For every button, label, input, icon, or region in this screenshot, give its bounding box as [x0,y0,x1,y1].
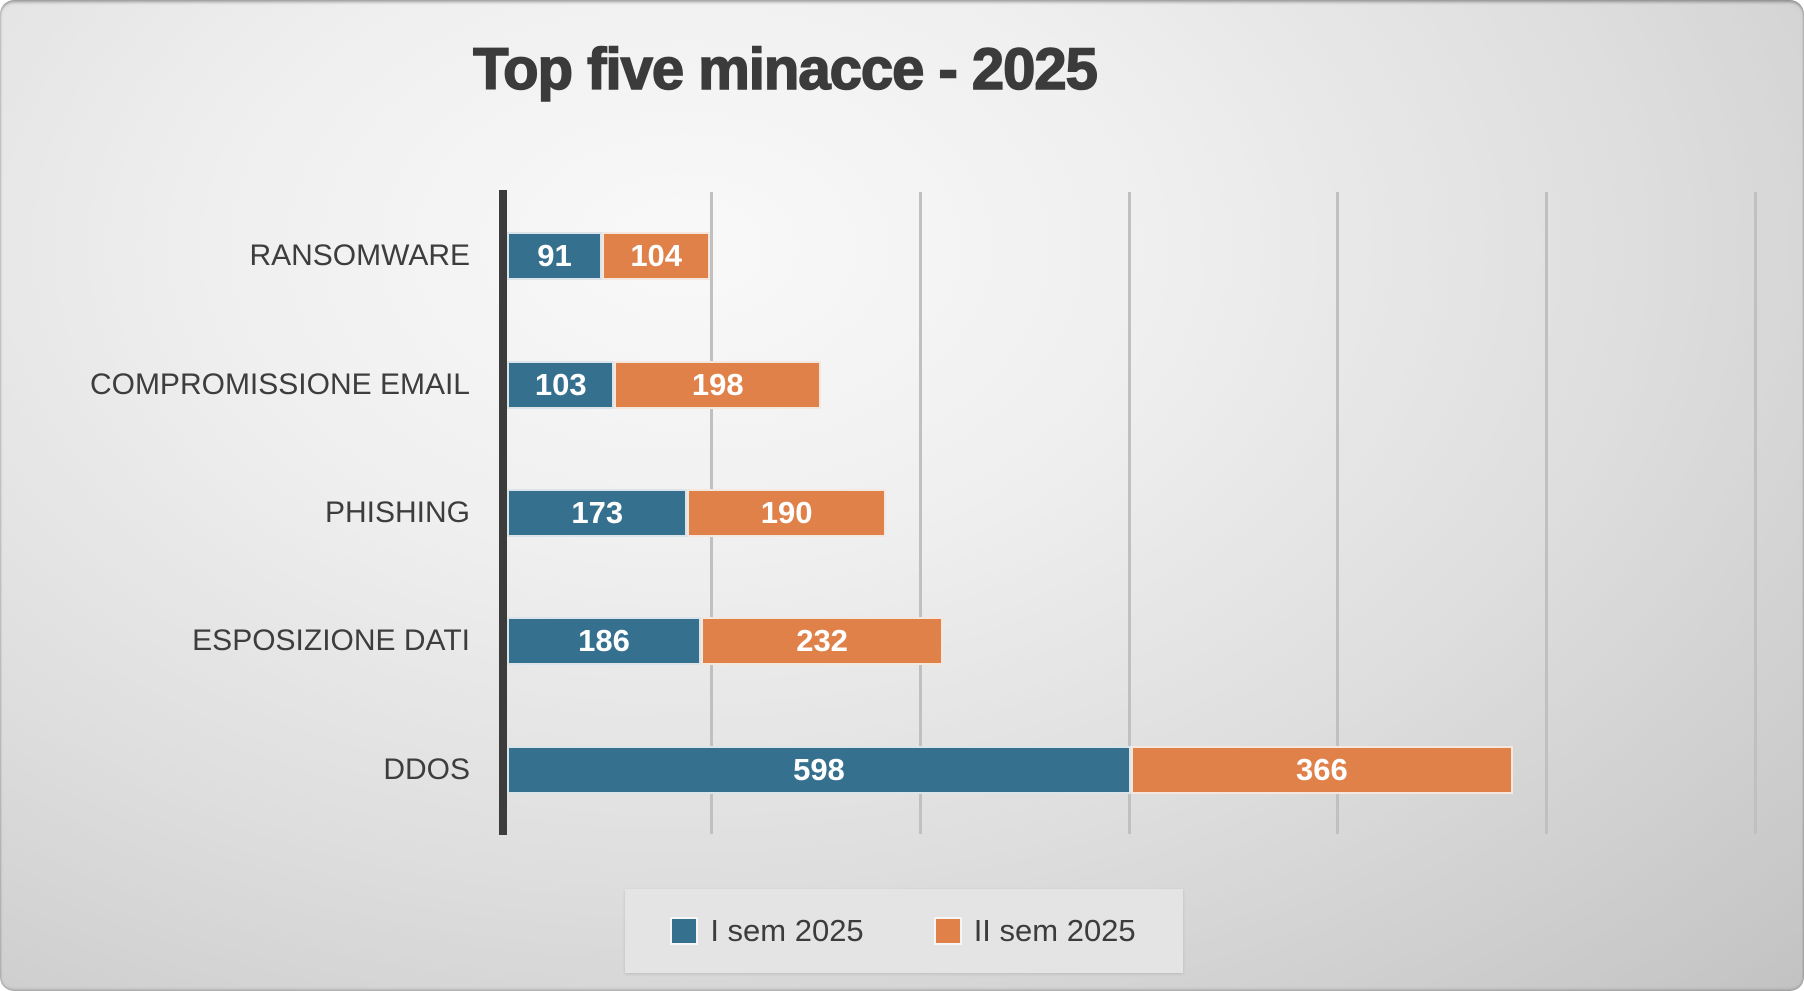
category-label: COMPROMISSIONE EMAIL [89,367,470,401]
bar-row: 173 190 [507,489,886,537]
bar-value-label: 366 [1295,751,1348,787]
category-axis-line [499,190,507,835]
bar-segment-sem1: 598 [507,745,1131,794]
bar-row: 91 104 [507,232,711,281]
bar-segment-sem2: 190 [687,489,886,537]
bar-segment-sem2: 366 [1130,745,1513,794]
bar-segment-sem1: 103 [507,360,615,409]
legend-label-sem1: I sem 2025 [710,913,864,948]
legend: I sem 2025 II sem 2025 [625,889,1183,973]
bar-row: 186 232 [507,617,944,666]
gridline [1544,192,1548,834]
bar-value-label: 198 [691,366,744,402]
bar-segment-sem2: 198 [614,360,822,409]
legend-swatch-sem2-icon [935,919,960,943]
bar-segment-sem2: 232 [701,617,944,666]
legend-item-sem2: II sem 2025 [935,913,1136,949]
bar-value-label: 173 [571,495,624,530]
gridline [918,192,922,834]
bar-value-label: 91 [537,238,572,274]
chart-title: Top five minacce - 2025 [472,36,1098,103]
bar-segment-sem2: 104 [601,232,711,281]
gridline [1127,192,1131,834]
category-label: DDOS [383,752,470,786]
bar-value-label: 190 [760,495,813,530]
category-label: PHISHING [324,496,470,529]
legend-item-sem1: I sem 2025 [672,913,864,949]
bar-row: 103 198 [507,360,822,409]
legend-label-sem2: II sem 2025 [973,913,1136,948]
gridline [1753,192,1757,834]
bar-segment-sem1: 186 [507,617,702,666]
gridline [1336,192,1340,834]
bar-value-label: 598 [793,751,845,787]
bar-value-label: 232 [796,623,848,659]
category-label: RANSOMWARE [249,239,470,273]
bar-segment-sem1: 173 [507,489,688,537]
category-label: ESPOSIZIONE DATI [192,624,470,658]
bar-row: 598 366 [507,745,1513,794]
bar-value-label: 104 [630,238,683,274]
legend-swatch-sem1-icon [672,919,697,943]
bar-segment-sem1: 91 [507,232,602,281]
bar-value-label: 103 [534,366,587,402]
bar-value-label: 186 [578,623,630,659]
